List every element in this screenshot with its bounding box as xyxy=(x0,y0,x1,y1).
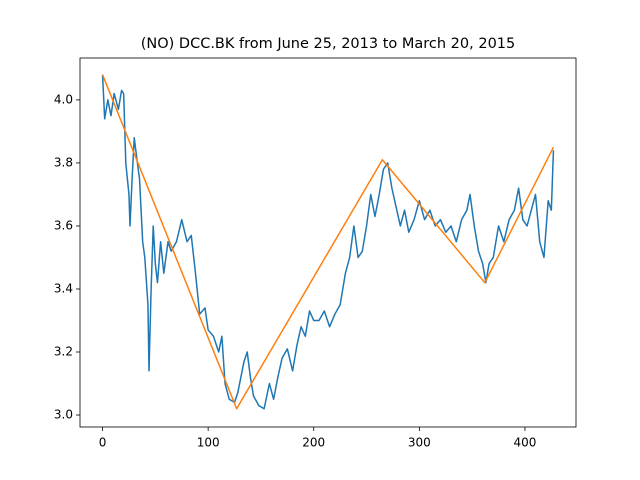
y-tick-label: 3.2 xyxy=(54,345,73,359)
y-tick-label: 3.0 xyxy=(54,408,73,422)
y-tick-label: 4.0 xyxy=(54,92,73,106)
x-tick-label: 0 xyxy=(99,436,107,450)
y-tick-label: 3.6 xyxy=(54,218,73,232)
plot-frame xyxy=(79,57,577,428)
x-tick-label: 300 xyxy=(408,436,431,450)
x-tick-label: 400 xyxy=(513,436,536,450)
x-tick-label: 200 xyxy=(302,436,325,450)
x-tick-label: 100 xyxy=(197,436,220,450)
series-line xyxy=(101,74,555,410)
series-line xyxy=(101,74,555,410)
y-tick-label: 3.4 xyxy=(54,281,73,295)
chart-title: (NO) DCC.BK from June 25, 2013 to March … xyxy=(141,36,516,52)
y-tick-label: 3.8 xyxy=(54,155,73,169)
